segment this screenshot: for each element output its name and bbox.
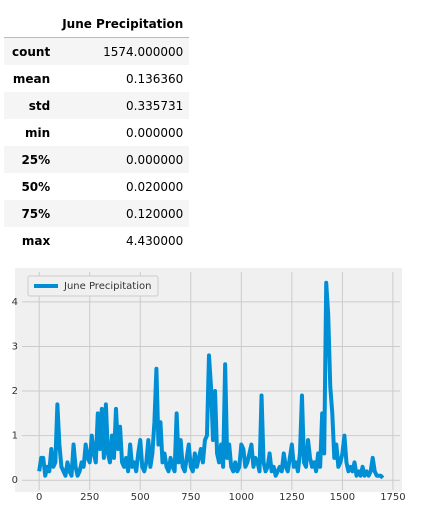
row-label: count [12,44,51,59]
x-tick-label: 1500 [330,492,355,503]
row-label: std [28,98,51,113]
cell: 0.020000 [126,179,184,194]
y-tick-label: 1 [12,431,18,442]
table-row: 50% 0.020000 [4,173,189,200]
y-tick-label: 2 [12,386,18,397]
x-tick-label: 1750 [380,492,405,503]
table-row: mean 0.136360 [4,65,189,92]
cell: 0.000000 [126,125,184,140]
row-label: 75% [21,206,51,221]
table-row: 25% 0.000000 [4,146,190,173]
row-label: min [25,125,51,140]
table-row: count 1574.000000 [4,37,190,65]
legend-box [27,275,159,297]
row-label: max [21,233,51,248]
cell: 0.136360 [126,71,184,86]
y-tick-label: 4 [12,297,18,308]
y-tick-label: 3 [12,341,18,352]
row-label: 25% [21,152,51,167]
cell: 0.120000 [126,206,184,221]
x-tick-label: 500 [131,492,150,503]
row-label: mean [12,71,51,86]
describe-table: June Precipitation count 1574.000000 mean 0… [4,10,190,254]
cell: 0.000000 [126,152,184,167]
legend-label: June Precipitation [63,281,151,292]
cell: 4.430000 [126,233,184,248]
x-tick-label: 1000 [229,492,254,503]
x-tick-label: 0 [36,492,42,503]
x-tick-label: 250 [80,492,99,503]
table-row: 75% 0.120000 [4,200,190,227]
table-row: min 0.000000 [4,119,189,146]
x-tick-label: 1250 [279,492,304,503]
row-label: 50% [21,179,51,194]
table-row: std 0.335731 [4,92,190,119]
x-tick-label: 750 [181,492,200,503]
cell: 1574.000000 [103,44,184,59]
line-series [37,280,385,480]
y-tick-label: 0 [12,475,18,486]
table-row: max 4.430000 [4,227,189,254]
header-row: June Precipitation [4,10,190,38]
corner [4,10,57,38]
cell: 0.335731 [126,98,184,113]
column-header: June Precipitation [56,10,190,38]
